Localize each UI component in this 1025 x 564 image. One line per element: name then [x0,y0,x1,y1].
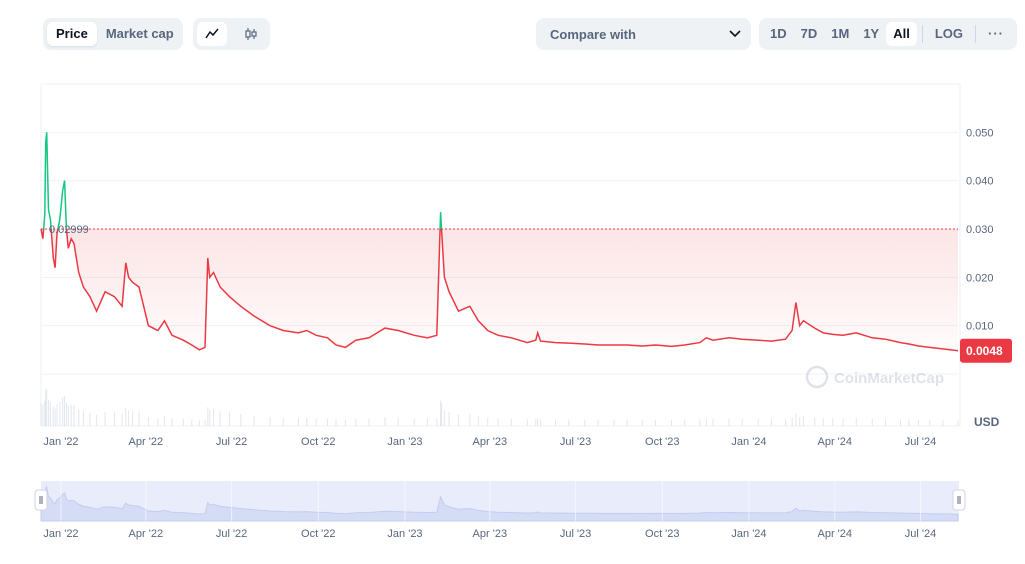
navigator-tick-label: Jan '22 [43,528,78,540]
range-all[interactable]: All [886,22,917,46]
range-1m[interactable]: 1M [831,26,850,41]
compare-dropdown[interactable]: Compare with [536,18,751,50]
range-1d[interactable]: 1D [770,26,787,41]
divider [921,25,923,43]
navigator-tick-label: Oct '23 [645,528,680,540]
navigator-tick-label: Apr '23 [473,528,508,540]
candlestick-icon[interactable] [236,22,266,46]
navigator-tick-label: Apr '24 [817,528,852,540]
range-1y[interactable]: 1Y [863,26,880,41]
chevron-down-icon [729,30,741,38]
log-scale-button[interactable]: LOG [934,26,964,41]
navigator-tick-label: Jan '24 [731,528,766,540]
line-chart-icon[interactable] [197,22,227,46]
chart-mode-toggle [193,18,270,50]
range-toggle: 1D 7D 1M 1Y All LOG ··· [759,18,1017,50]
navigator-tick-label: Apr '22 [129,528,164,540]
tab-market-cap[interactable]: Market cap [105,26,174,41]
navigator-tick-label: Jul '24 [905,528,936,540]
navigator-tick-label: Jan '23 [387,528,422,540]
tab-price[interactable]: Price [47,22,97,46]
view-toggle: Price Market cap [43,18,183,50]
navigator-tick-label: Oct '22 [301,528,336,540]
navigator-left-handle[interactable] [34,489,48,511]
range-7d[interactable]: 7D [800,26,818,41]
compare-label: Compare with [550,26,636,42]
navigator-right-handle[interactable] [952,489,966,511]
navigator-area [40,485,959,522]
navigator-tick-label: Jul '23 [560,528,591,540]
divider [975,25,977,43]
more-options-icon[interactable]: ··· [988,26,1005,41]
navigator-tick-label: Jul '22 [216,528,247,540]
